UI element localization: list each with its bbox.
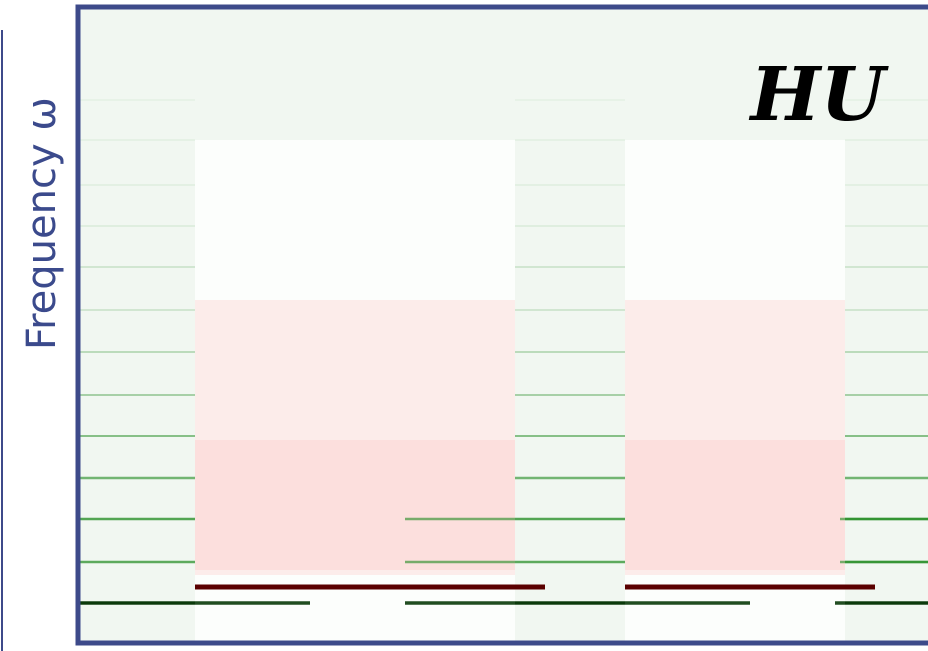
y-axis-label: Frequency ω — [19, 97, 65, 350]
panel-label: HU — [749, 52, 890, 138]
page: Frequency ω HU (() => { const data = JSO… — [0, 0, 928, 651]
figure: Frequency ω HU — [0, 0, 928, 651]
spectrogram — [80, 100, 928, 643]
